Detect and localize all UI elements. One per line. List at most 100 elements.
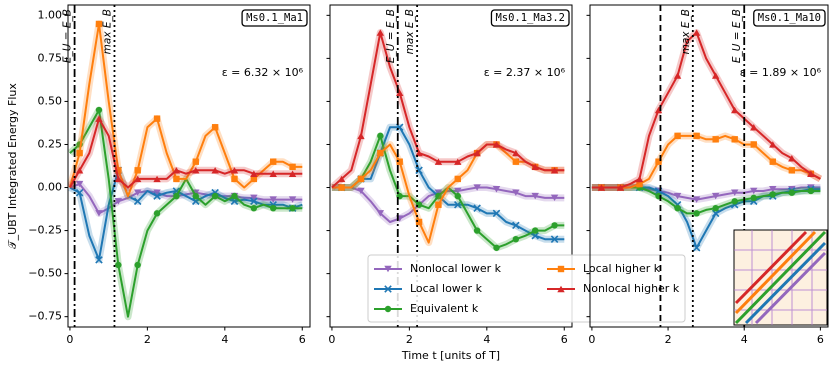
vertical-line-label: E_U = E_B: [731, 9, 743, 63]
y-tick-label: −0.75: [28, 310, 62, 323]
panel-title: Ms0.1_Ma3.2: [495, 12, 565, 24]
legend-item: Local higher k: [547, 262, 661, 275]
marker: [173, 175, 180, 183]
series-line: [331, 126, 565, 241]
marker: [231, 175, 238, 183]
x-tick-label: 6: [299, 333, 306, 346]
marker: [435, 201, 442, 208]
legend-label: Nonlocal lower k: [410, 262, 502, 275]
plot-area: [68, 20, 304, 321]
marker: [492, 141, 501, 148]
marker: [712, 204, 719, 212]
marker: [357, 132, 365, 140]
marker: [153, 189, 161, 196]
marker: [731, 189, 739, 196]
marker: [693, 210, 700, 217]
marker: [492, 209, 501, 218]
marker: [731, 106, 739, 114]
marker: [250, 197, 258, 206]
marker: [769, 141, 777, 148]
marker: [512, 235, 520, 243]
marker: [512, 189, 520, 196]
marker: [133, 175, 142, 183]
x-tick-label: 6: [817, 333, 824, 346]
marker: [95, 20, 103, 28]
marker: [769, 158, 776, 165]
panel-title-box: [753, 9, 826, 27]
marker: [377, 149, 384, 157]
x-tick-label: 6: [561, 333, 568, 346]
legend-box: [367, 254, 686, 323]
marker: [807, 187, 815, 195]
marker: [512, 221, 520, 230]
y-tick-label: 0.75: [38, 51, 63, 64]
legend-item: Nonlocal higher k: [547, 282, 680, 295]
marker: [512, 158, 520, 165]
marker: [788, 167, 796, 174]
error-band: [591, 132, 823, 191]
marker: [454, 200, 462, 209]
marker: [384, 305, 392, 313]
marker: [376, 210, 385, 217]
marker: [75, 188, 84, 197]
marker: [338, 184, 345, 191]
plot-area: [330, 29, 565, 252]
marker: [173, 192, 180, 200]
marker: [454, 175, 461, 183]
vertical-line-label: max E_B: [101, 9, 113, 54]
y-tick-label: −0.25: [28, 224, 62, 237]
marker: [636, 180, 643, 188]
marker: [133, 189, 142, 196]
marker: [550, 194, 559, 202]
x-tick-label: 4: [221, 333, 228, 346]
legend-item: Local lower k: [374, 282, 483, 295]
legend-label: Nonlocal higher k: [583, 282, 680, 295]
marker: [616, 184, 625, 191]
marker: [769, 186, 777, 193]
marker: [712, 136, 719, 143]
x-tick-label: 0: [328, 333, 335, 346]
marker: [95, 106, 103, 114]
marker: [134, 167, 141, 174]
marker: [115, 261, 122, 269]
marker: [115, 167, 122, 174]
marker: [415, 218, 423, 226]
series-line: [331, 186, 565, 223]
marker: [750, 187, 758, 195]
annotation: ε = 2.37 × 10⁶: [484, 66, 566, 79]
marker: [597, 184, 606, 191]
panel-title: Ms0.1_Ma10: [758, 12, 821, 24]
marker: [337, 175, 346, 183]
y-tick-label: 0.25: [38, 137, 63, 150]
panel-title: Ms0.1_Ma1: [246, 12, 303, 24]
x-tick-label: 0: [588, 333, 595, 346]
series-line: [68, 22, 303, 198]
marker: [454, 158, 462, 165]
marker: [788, 155, 796, 162]
marker: [750, 124, 758, 131]
marker: [673, 192, 682, 200]
marker: [250, 175, 258, 183]
panel-title-box: [490, 9, 570, 27]
marker: [692, 196, 701, 203]
marker: [492, 186, 501, 193]
marker: [384, 285, 392, 293]
marker: [376, 29, 385, 36]
inset-image: [733, 229, 828, 326]
plot-area: [591, 29, 823, 252]
legend-label: Local lower k: [410, 282, 483, 295]
marker: [750, 141, 757, 148]
marker: [531, 163, 539, 171]
y-tick-label: −0.50: [28, 267, 62, 280]
marker: [288, 196, 297, 203]
legend-item: Equivalent k: [374, 302, 479, 315]
marker: [557, 285, 565, 293]
marker: [153, 192, 161, 200]
marker: [473, 184, 481, 191]
marker: [250, 204, 258, 212]
y-tick-label: 0.00: [38, 181, 63, 194]
x-tick-label: 2: [144, 333, 151, 346]
marker: [711, 72, 720, 79]
marker: [270, 158, 277, 165]
legend-item: Nonlocal lower k: [374, 262, 502, 275]
